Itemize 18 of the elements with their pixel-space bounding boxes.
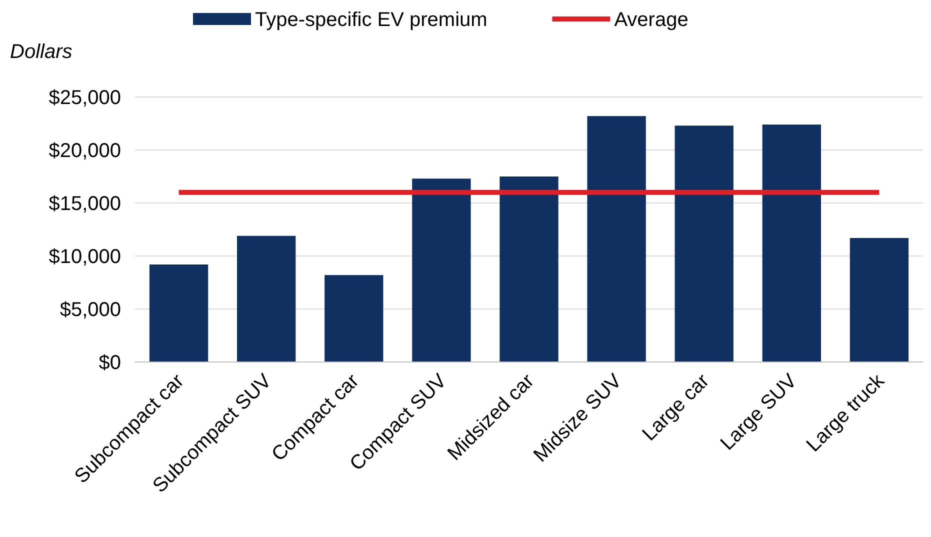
bar [412, 178, 471, 362]
legend-label: Type-specific EV premium [255, 9, 488, 31]
y-tick-label: $15,000 [48, 193, 121, 215]
bar [237, 236, 296, 362]
bar [324, 275, 384, 362]
legend-label: Average [614, 9, 688, 31]
bar [762, 124, 821, 362]
bar [149, 264, 208, 362]
bar [850, 238, 909, 362]
bar [500, 176, 558, 362]
bar [674, 126, 734, 362]
y-tick-label: $20,000 [48, 140, 121, 162]
y-tick-label: $5,000 [60, 299, 121, 321]
y-tick-label: $25,000 [48, 87, 121, 109]
y-tick-label: $0 [98, 352, 121, 374]
bar [587, 116, 646, 362]
y-tick-label: $10,000 [48, 246, 121, 268]
y-axis-title: Dollars [10, 41, 72, 63]
